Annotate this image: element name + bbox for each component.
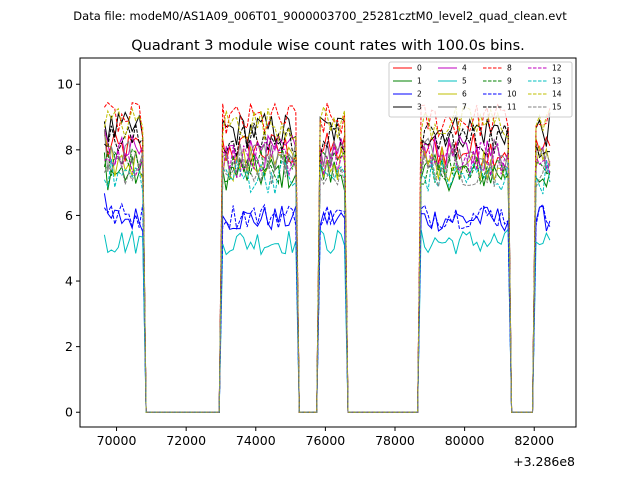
legend-label-0: 0 [417, 64, 422, 73]
legend-label-7: 7 [462, 103, 467, 112]
legend-label-5: 5 [462, 77, 467, 86]
legend-label-3: 3 [417, 103, 422, 112]
series-line-9 [103, 148, 551, 413]
x-tick-label: 70000 [97, 433, 137, 448]
legend-label-13: 13 [552, 77, 562, 86]
x-axis: 70000 72000 74000 76000 78000 80000 82000 [97, 427, 554, 448]
legend-label-15: 15 [552, 103, 562, 112]
y-tick-label: 4 [65, 274, 73, 289]
series-line-8 [103, 101, 551, 413]
chart-title: Quadrant 3 module wise count rates with … [131, 38, 525, 54]
plot-area [103, 101, 551, 413]
y-tick-label: 0 [65, 405, 73, 420]
series-line-0 [103, 130, 551, 413]
x-tick-label: 80000 [445, 433, 485, 448]
series-line-7 [103, 129, 551, 413]
series-line-1 [103, 152, 551, 413]
legend-label-4: 4 [462, 64, 467, 73]
x-offset-label: +3.286e8 [513, 454, 575, 469]
data-file-label: Data file: modeM0/AS1A09_006T01_90000037… [73, 9, 567, 23]
x-tick-label: 74000 [236, 433, 276, 448]
legend-label-8: 8 [507, 64, 512, 73]
x-tick-label: 72000 [166, 433, 206, 448]
y-tick-label: 6 [65, 208, 73, 223]
y-tick-label: 8 [65, 142, 73, 157]
y-axis: 0 2 4 6 8 10 [57, 77, 80, 420]
series-line-2 [103, 193, 551, 413]
y-tick-label: 10 [57, 77, 73, 92]
legend-label-2: 2 [417, 90, 422, 99]
x-tick-label: 82000 [514, 433, 554, 448]
x-tick-label: 78000 [375, 433, 415, 448]
legend-label-12: 12 [552, 64, 562, 73]
y-tick-label: 2 [65, 339, 73, 354]
series-line-4 [103, 129, 551, 413]
series-line-11 [104, 122, 550, 413]
legend-frame [388, 61, 573, 118]
series-line-10 [103, 202, 551, 413]
axes-frame [79, 57, 577, 428]
legend-label-6: 6 [462, 90, 467, 99]
series-line-5 [103, 228, 551, 413]
legend-label-1: 1 [417, 77, 422, 86]
x-tick-label: 76000 [306, 433, 346, 448]
legend-label-10: 10 [507, 90, 517, 99]
series-line-14 [103, 105, 551, 413]
series-line-15 [103, 151, 551, 413]
legend-label-9: 9 [507, 77, 512, 86]
legend-label-14: 14 [552, 90, 562, 99]
series-line-13 [103, 158, 551, 413]
legend-label-11: 11 [507, 103, 517, 112]
